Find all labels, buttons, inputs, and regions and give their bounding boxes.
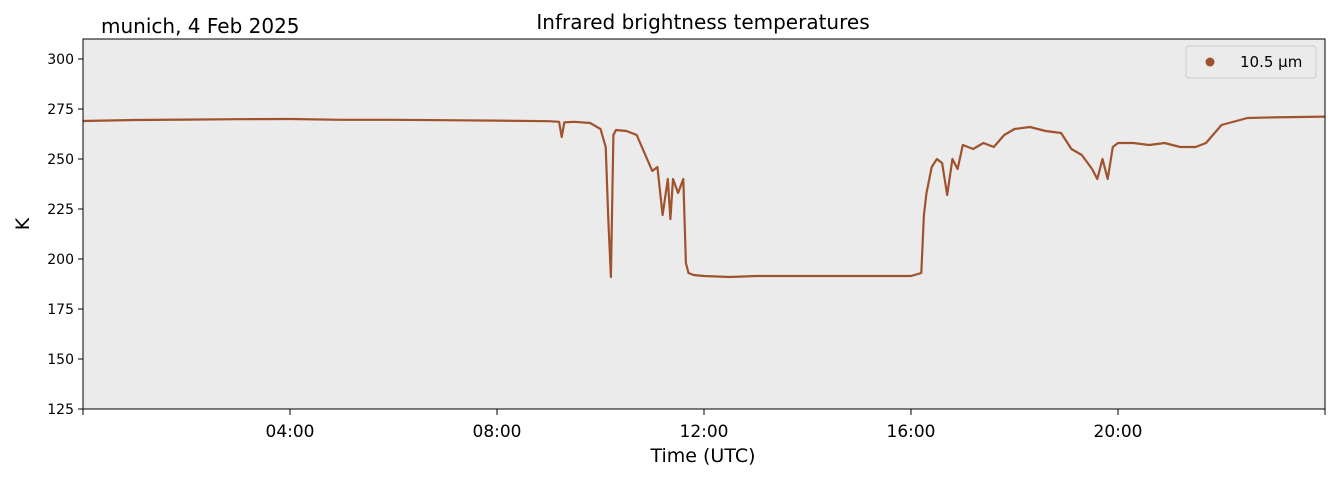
x-axis-label: Time (UTC)	[649, 445, 755, 467]
y-tick-label: 175	[47, 302, 74, 318]
x-tick-label: 20:00	[1094, 422, 1143, 442]
x-tick-label: 04:00	[266, 422, 315, 442]
plot-background	[83, 39, 1325, 409]
x-tick-label: 12:00	[680, 422, 729, 442]
x-tick-label: 16:00	[887, 422, 936, 442]
y-tick-label: 275	[47, 102, 74, 118]
y-tick-label: 125	[47, 402, 74, 418]
y-tick-label: 250	[47, 152, 74, 168]
legend-label: 10.5 µm	[1240, 53, 1302, 71]
chart-title: Infrared brightness temperatures	[536, 10, 869, 34]
legend-marker	[1205, 57, 1215, 67]
series-line-10-5um	[82, 115, 1326, 279]
x-tick-label: 08:00	[473, 422, 522, 442]
y-tick-label: 150	[47, 352, 74, 368]
y-axis-label: K	[12, 217, 34, 230]
legend: 10.5 µm	[1185, 45, 1317, 79]
plot-frame	[82, 38, 1326, 410]
x-axis-ticks: 04:00 08:00 12:00 16:00 20:00	[82, 409, 1326, 442]
y-tick-label: 225	[47, 202, 74, 218]
y-tick-label: 300	[47, 52, 74, 68]
legend-box	[1185, 45, 1317, 79]
y-axis-ticks: 125 150 175 200 225 250 275 300	[47, 52, 83, 418]
y-tick-label: 200	[47, 252, 74, 268]
location-date-label: munich, 4 Feb 2025	[101, 14, 300, 38]
